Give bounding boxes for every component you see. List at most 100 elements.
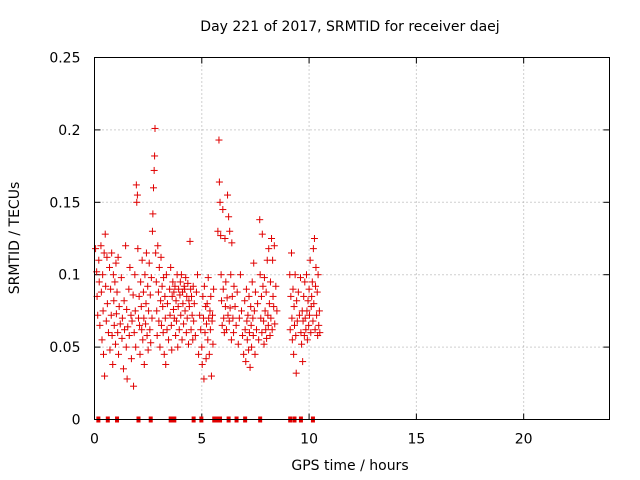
data-point	[175, 285, 183, 293]
data-point	[240, 350, 248, 358]
data-point	[165, 336, 173, 344]
data-point	[310, 300, 318, 308]
y-tick-label: 0.05	[49, 340, 80, 356]
data-point	[225, 213, 233, 221]
data-point	[201, 329, 209, 337]
data-point	[118, 314, 126, 322]
data-point	[206, 326, 214, 334]
data-point	[97, 288, 105, 296]
data-point	[215, 136, 223, 144]
data-point	[222, 326, 230, 334]
data-point	[230, 329, 238, 337]
x-tick-label: 10	[300, 432, 318, 448]
data-point	[234, 340, 242, 348]
data-point	[157, 253, 165, 261]
data-point	[124, 323, 132, 331]
data-point	[203, 320, 211, 328]
data-point	[297, 274, 304, 282]
data-point	[181, 307, 189, 315]
data-point	[259, 282, 267, 290]
data-point	[139, 336, 147, 344]
data-point	[169, 305, 177, 313]
data-point	[214, 227, 222, 235]
x-tick-label: 20	[515, 432, 533, 448]
data-point	[109, 360, 117, 368]
data-point	[247, 321, 255, 329]
data-point	[291, 271, 299, 279]
data-point	[108, 332, 116, 340]
data-point	[139, 288, 147, 296]
data-point	[189, 282, 197, 290]
data-point	[301, 278, 309, 286]
data-point	[145, 259, 153, 267]
data-point	[200, 282, 208, 290]
data-point	[155, 317, 163, 325]
data-point	[143, 332, 151, 340]
data-point	[294, 288, 302, 296]
data-point	[195, 350, 203, 358]
data-point	[110, 297, 118, 305]
data-point	[243, 317, 251, 325]
data-point	[241, 297, 249, 305]
data-point	[190, 300, 198, 308]
data-point	[288, 336, 296, 344]
data-point	[127, 311, 135, 319]
data-point	[113, 288, 121, 296]
data-point	[131, 307, 139, 315]
data-point	[145, 307, 153, 315]
data-point	[267, 314, 275, 322]
data-point	[239, 332, 247, 340]
data-point	[122, 343, 130, 351]
data-point	[224, 311, 232, 319]
data-point	[304, 297, 312, 305]
data-point	[261, 307, 269, 315]
data-point	[112, 310, 120, 318]
data-point	[222, 278, 230, 286]
data-point	[219, 285, 227, 293]
data-point	[246, 363, 254, 371]
data-point	[100, 350, 108, 358]
data-point	[205, 314, 213, 322]
data-point	[189, 336, 197, 344]
data-point	[268, 326, 276, 334]
data-point	[134, 245, 142, 253]
data-point	[172, 332, 180, 340]
data-point	[132, 343, 140, 351]
data-point	[236, 271, 244, 279]
data-point	[116, 320, 124, 328]
data-point	[290, 350, 298, 358]
data-point	[142, 320, 150, 328]
data-point	[148, 314, 156, 322]
data-point	[293, 297, 301, 305]
data-point	[157, 321, 165, 329]
data-point	[309, 317, 317, 325]
data-point	[106, 263, 114, 271]
x-tick-label: 15	[407, 432, 425, 448]
data-point	[230, 282, 238, 290]
data-point	[269, 256, 277, 264]
data-point	[148, 227, 156, 235]
data-point	[225, 317, 233, 325]
data-point	[204, 274, 212, 282]
data-point	[226, 304, 234, 312]
data-point	[149, 210, 157, 218]
data-point	[104, 329, 112, 337]
data-point	[179, 300, 187, 308]
data-point	[243, 336, 251, 344]
data-point	[313, 288, 321, 296]
y-tick-label: 0.1	[58, 268, 80, 284]
data-point	[253, 326, 261, 334]
data-point	[171, 282, 179, 290]
data-point	[220, 314, 228, 322]
data-point	[232, 321, 240, 329]
data-point	[255, 336, 263, 344]
data-point	[292, 369, 300, 377]
data-point	[233, 288, 241, 296]
data-point	[297, 329, 305, 337]
data-point	[158, 282, 166, 290]
data-point	[218, 297, 226, 305]
data-point	[264, 311, 272, 319]
data-point	[159, 303, 167, 311]
data-point	[130, 329, 138, 337]
data-point	[138, 326, 146, 334]
